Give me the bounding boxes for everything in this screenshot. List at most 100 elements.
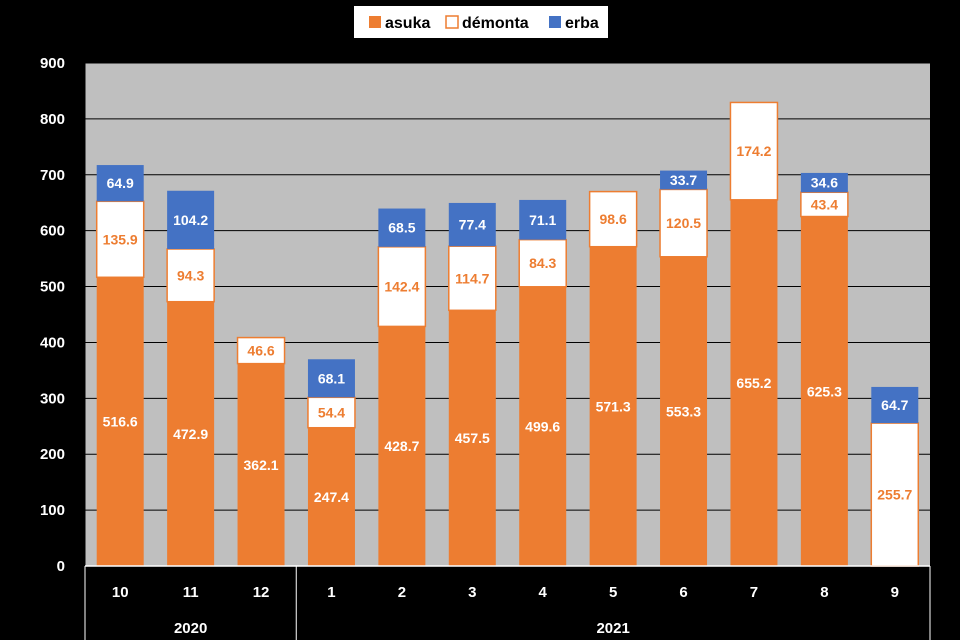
y-tick-label: 700 bbox=[40, 167, 65, 184]
bar-erba-9 bbox=[871, 386, 919, 424]
x-tick-label: 7 bbox=[750, 584, 758, 601]
data-label: 84.3 bbox=[529, 255, 556, 271]
data-label: 571.3 bbox=[596, 398, 631, 414]
bar-erba-10 bbox=[96, 165, 144, 202]
bar-dmonta-4 bbox=[518, 238, 567, 288]
bar-erba-3 bbox=[448, 202, 496, 247]
data-label: 43.4 bbox=[811, 196, 838, 212]
legend-swatch bbox=[369, 16, 381, 28]
bar-erba-11 bbox=[167, 190, 215, 249]
data-label: 625.3 bbox=[807, 383, 842, 399]
data-label: 428.7 bbox=[384, 438, 419, 454]
legend-swatch bbox=[445, 15, 459, 29]
data-label: 142.4 bbox=[384, 279, 419, 295]
y-tick-label: 0 bbox=[57, 558, 65, 575]
x-tick-label: 9 bbox=[891, 584, 899, 601]
legend-label: asuka bbox=[385, 15, 430, 32]
y-tick-label: 900 bbox=[40, 55, 65, 72]
data-label: 499.6 bbox=[525, 418, 560, 434]
legend-label: démonta bbox=[462, 15, 529, 32]
data-label: 655.2 bbox=[736, 375, 771, 391]
y-tick-label: 300 bbox=[40, 390, 65, 407]
year-group-label: 2020 bbox=[174, 620, 207, 637]
bar-erba-4 bbox=[519, 199, 567, 240]
bar-erba-1 bbox=[307, 359, 355, 398]
data-label: 135.9 bbox=[103, 231, 138, 247]
bar-dmonta-5 bbox=[588, 190, 638, 248]
plot-area bbox=[85, 63, 930, 566]
bar-dmonta-3 bbox=[448, 245, 497, 312]
data-label: 120.5 bbox=[666, 215, 701, 231]
x-tick-label: 8 bbox=[820, 584, 828, 601]
data-label: 94.3 bbox=[177, 267, 204, 283]
x-tick-label: 6 bbox=[679, 584, 687, 601]
data-label: 457.5 bbox=[455, 430, 490, 446]
x-tick-label: 5 bbox=[609, 584, 617, 601]
x-tick-label: 1 bbox=[327, 584, 335, 601]
bar-dmonta-10 bbox=[95, 200, 145, 279]
data-label: 71.1 bbox=[529, 212, 556, 228]
data-label: 516.6 bbox=[103, 414, 138, 430]
y-tick-label: 200 bbox=[40, 446, 65, 463]
x-tick-label: 2 bbox=[398, 584, 406, 601]
bar-dmonta-2 bbox=[377, 246, 427, 328]
data-label: 54.4 bbox=[318, 405, 345, 421]
legend-swatch bbox=[549, 16, 561, 28]
x-tick-label: 11 bbox=[183, 584, 199, 601]
bar-asuka-2 bbox=[378, 326, 426, 566]
y-tick-label: 600 bbox=[40, 223, 65, 240]
data-label: 46.6 bbox=[247, 343, 274, 359]
data-labels: 516.6 135.9 64.9 472.9 94.3 104.2 362.1 46.6 247… bbox=[103, 143, 913, 505]
bar-asuka-7 bbox=[730, 199, 778, 567]
bar-dmonta-8 bbox=[800, 191, 849, 218]
data-label: 34.6 bbox=[811, 175, 838, 191]
bar-dmonta-6 bbox=[659, 188, 708, 258]
y-tick-label: 800 bbox=[40, 111, 65, 128]
bars bbox=[95, 101, 920, 567]
x-tick-label: 10 bbox=[112, 584, 129, 601]
bar-erba-2 bbox=[378, 208, 426, 247]
year-group-label: 2021 bbox=[596, 620, 629, 637]
data-label: 98.6 bbox=[600, 211, 627, 227]
bar-dmonta-12 bbox=[236, 336, 286, 365]
bar-asuka-5 bbox=[589, 246, 637, 566]
x-tick-label: 12 bbox=[253, 584, 270, 601]
bar-dmonta-1 bbox=[307, 396, 356, 429]
legend-box bbox=[354, 6, 608, 38]
bar-dmonta-11 bbox=[166, 248, 215, 303]
x-tick-label: 3 bbox=[468, 584, 476, 601]
data-label: 362.1 bbox=[244, 457, 279, 473]
data-label: 255.7 bbox=[877, 487, 912, 503]
data-label: 174.2 bbox=[736, 143, 771, 159]
data-label: 553.3 bbox=[666, 403, 701, 419]
data-label: 33.7 bbox=[670, 172, 697, 188]
data-label: 64.9 bbox=[107, 175, 134, 191]
data-label: 68.5 bbox=[388, 220, 415, 236]
data-label: 114.7 bbox=[455, 270, 489, 286]
data-label: 472.9 bbox=[173, 426, 208, 442]
bar-asuka-3 bbox=[448, 310, 496, 566]
y-tick-label: 400 bbox=[40, 334, 65, 351]
bar-dmonta-7 bbox=[729, 101, 779, 201]
bar-erba-8 bbox=[800, 172, 848, 193]
legend: asuka démonta erba bbox=[354, 6, 608, 38]
gridlines bbox=[84, 62, 930, 566]
bar-asuka-1 bbox=[307, 427, 355, 566]
y-tick-label: 100 bbox=[40, 502, 65, 519]
data-label: 247.4 bbox=[314, 489, 349, 505]
data-label: 64.7 bbox=[881, 397, 908, 413]
bar-asuka-4 bbox=[519, 286, 567, 566]
x-tick-label: 4 bbox=[539, 584, 548, 601]
bar-asuka-8 bbox=[800, 216, 848, 566]
bar-asuka-11 bbox=[167, 301, 215, 566]
data-label: 68.1 bbox=[318, 370, 345, 386]
data-label: 77.4 bbox=[459, 217, 486, 233]
bar-asuka-12 bbox=[237, 363, 285, 566]
bar-erba-6 bbox=[660, 170, 708, 190]
bar-asuka-6 bbox=[660, 256, 708, 566]
y-axis-ticks: 0 100 200 300 400 500 600 700 800 900 bbox=[40, 55, 65, 575]
bar-asuka-10 bbox=[96, 277, 144, 566]
legend-label: erba bbox=[565, 15, 599, 32]
